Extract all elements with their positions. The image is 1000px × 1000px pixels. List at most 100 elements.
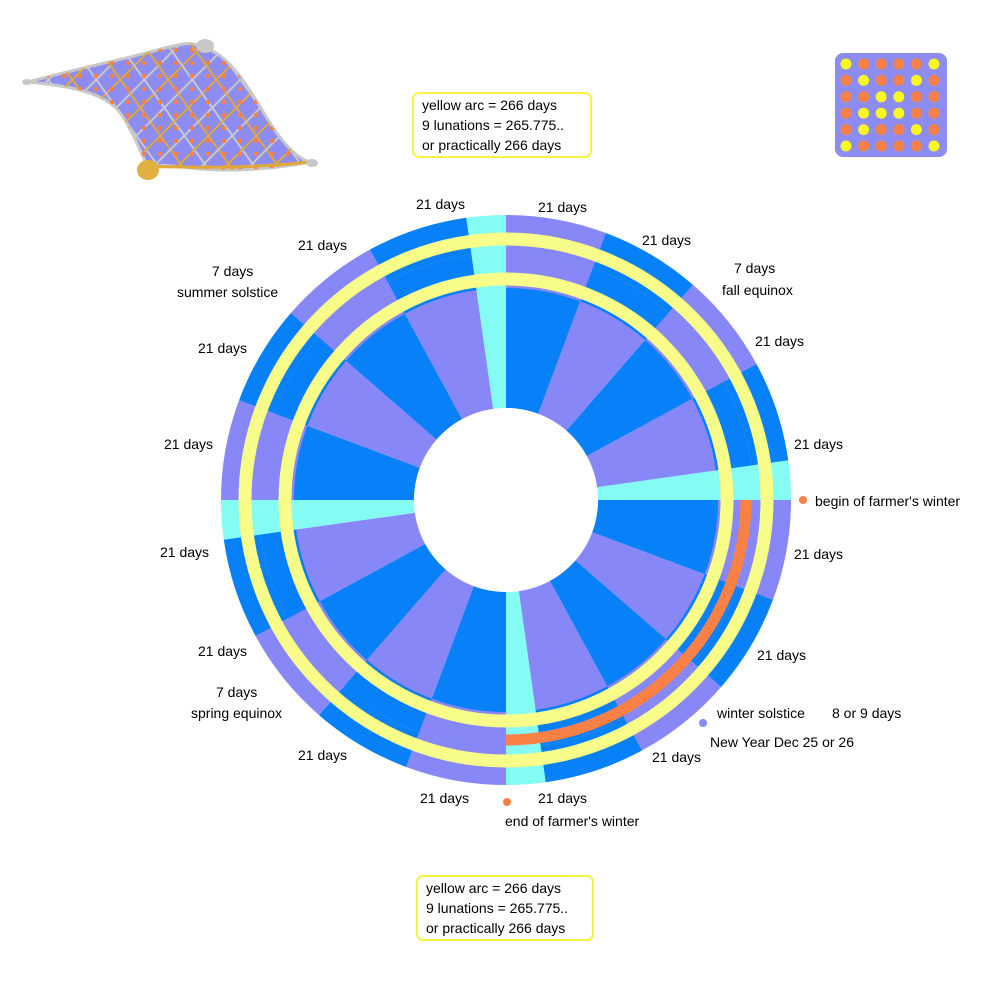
season-marker-segment xyxy=(506,591,541,748)
carpet-dot xyxy=(301,60,307,66)
carpet-dot xyxy=(77,125,83,131)
period-label: 21 days xyxy=(160,544,209,560)
bead-dot xyxy=(910,124,922,136)
carpet-dot xyxy=(109,47,115,53)
carpet-thread xyxy=(28,43,121,170)
period-label: 21 days xyxy=(164,436,213,452)
period-label: 21 days xyxy=(298,237,347,253)
period-label: 21 days xyxy=(538,199,587,215)
calendar-wheel xyxy=(221,215,792,785)
bead-dot xyxy=(910,58,922,70)
end-farmers-winter-label: end of farmer's winter xyxy=(505,813,640,829)
yellow-arc-inner xyxy=(278,272,734,728)
carpet-dot xyxy=(237,99,243,105)
note-line: or practically 266 days xyxy=(426,920,566,936)
carpet-dot xyxy=(45,60,51,66)
carpet-thread xyxy=(115,43,217,170)
new-year-marker xyxy=(699,719,707,727)
carpet-dot xyxy=(141,151,147,157)
carpet-dot xyxy=(109,151,115,157)
carpet-dot xyxy=(285,138,291,144)
carpet-dot xyxy=(77,112,83,118)
bead-dot xyxy=(875,58,887,70)
carpet-dot xyxy=(301,99,307,105)
bead-dot xyxy=(928,91,940,103)
carpet-dot xyxy=(221,112,227,118)
carpet-thread xyxy=(28,43,97,170)
carpet-thread xyxy=(28,43,65,170)
bead-dot xyxy=(858,74,870,86)
carpet-dot xyxy=(109,112,115,118)
carpet-dot xyxy=(61,138,67,144)
carpet-dot xyxy=(77,151,83,157)
yellow-arc-note-bottom: yellow arc = 266 days 9 lunations = 265.… xyxy=(416,875,594,941)
bead-dot xyxy=(840,107,852,119)
carpet-dot xyxy=(285,86,291,92)
middle-band-segment xyxy=(645,312,724,399)
carpet-dot xyxy=(109,60,115,66)
carpet-dot xyxy=(93,151,99,157)
carpet-dot xyxy=(301,164,307,170)
bead-dot xyxy=(875,124,887,136)
fall-equinox-label: fall equinox xyxy=(722,282,793,298)
carpet-dot xyxy=(109,164,115,170)
carpet-dot xyxy=(301,151,307,157)
carpet-thread xyxy=(28,43,113,170)
carpet-dot xyxy=(45,99,51,105)
carpet-dot xyxy=(109,73,115,79)
carpet-thread xyxy=(28,43,49,170)
carpet-dot xyxy=(141,73,147,79)
carpet-dot xyxy=(205,112,211,118)
carpet-dot xyxy=(45,164,51,170)
carpet-dot xyxy=(301,47,307,53)
carpet-dot xyxy=(285,151,291,157)
bead-dot xyxy=(875,140,887,152)
period-label: 21 days xyxy=(298,747,347,763)
carpet-dot xyxy=(237,138,243,144)
begin-farmers-winter-label: begin of farmer's winter xyxy=(815,493,960,509)
carpet-dot xyxy=(285,47,291,53)
bead-dot xyxy=(875,91,887,103)
carpet-dot xyxy=(253,86,259,92)
carpet-dot xyxy=(173,138,179,144)
bead-dot xyxy=(893,58,905,70)
carpet-dot xyxy=(301,112,307,118)
bead-dot xyxy=(893,91,905,103)
carpet-dot xyxy=(125,60,131,66)
carpet-dot xyxy=(189,99,195,105)
carpet-dot xyxy=(125,47,131,53)
carpet-dot xyxy=(269,151,275,157)
carpet-dot xyxy=(301,73,307,79)
carpet-dot xyxy=(77,99,83,105)
carpet-dot xyxy=(45,151,51,157)
carpet-dot xyxy=(189,60,195,66)
carpet-dot xyxy=(189,112,195,118)
period-label: 7 days xyxy=(734,260,775,276)
carpet-dot xyxy=(269,60,275,66)
carpet-thread xyxy=(139,43,241,170)
carpet-dot xyxy=(61,47,67,53)
carpet-thread xyxy=(28,43,89,170)
bead-dot xyxy=(875,107,887,119)
bead-dot xyxy=(858,124,870,136)
season-marker-segment xyxy=(258,500,415,535)
season-marker-segment xyxy=(471,252,506,409)
carpet-dot xyxy=(93,73,99,79)
carpet-dot xyxy=(221,47,227,53)
begin-farmers-winter-marker xyxy=(799,496,807,504)
carpet-dot xyxy=(173,99,179,105)
carpet-dot xyxy=(125,112,131,118)
carpet-dot xyxy=(61,99,67,105)
carpet-dot xyxy=(269,86,275,92)
carpet-dot xyxy=(109,125,115,131)
note-line: 9 lunations = 265.775.. xyxy=(422,117,565,133)
carpet-dot xyxy=(189,151,195,157)
carpet-dot xyxy=(77,60,83,66)
carpet-dot xyxy=(125,99,131,105)
carpet-dot xyxy=(157,125,163,131)
bead-dot xyxy=(910,74,922,86)
new-year-label: New Year Dec 25 or 26 xyxy=(710,734,854,750)
period-label: 21 days xyxy=(652,749,701,765)
carpet-dot xyxy=(253,47,259,53)
